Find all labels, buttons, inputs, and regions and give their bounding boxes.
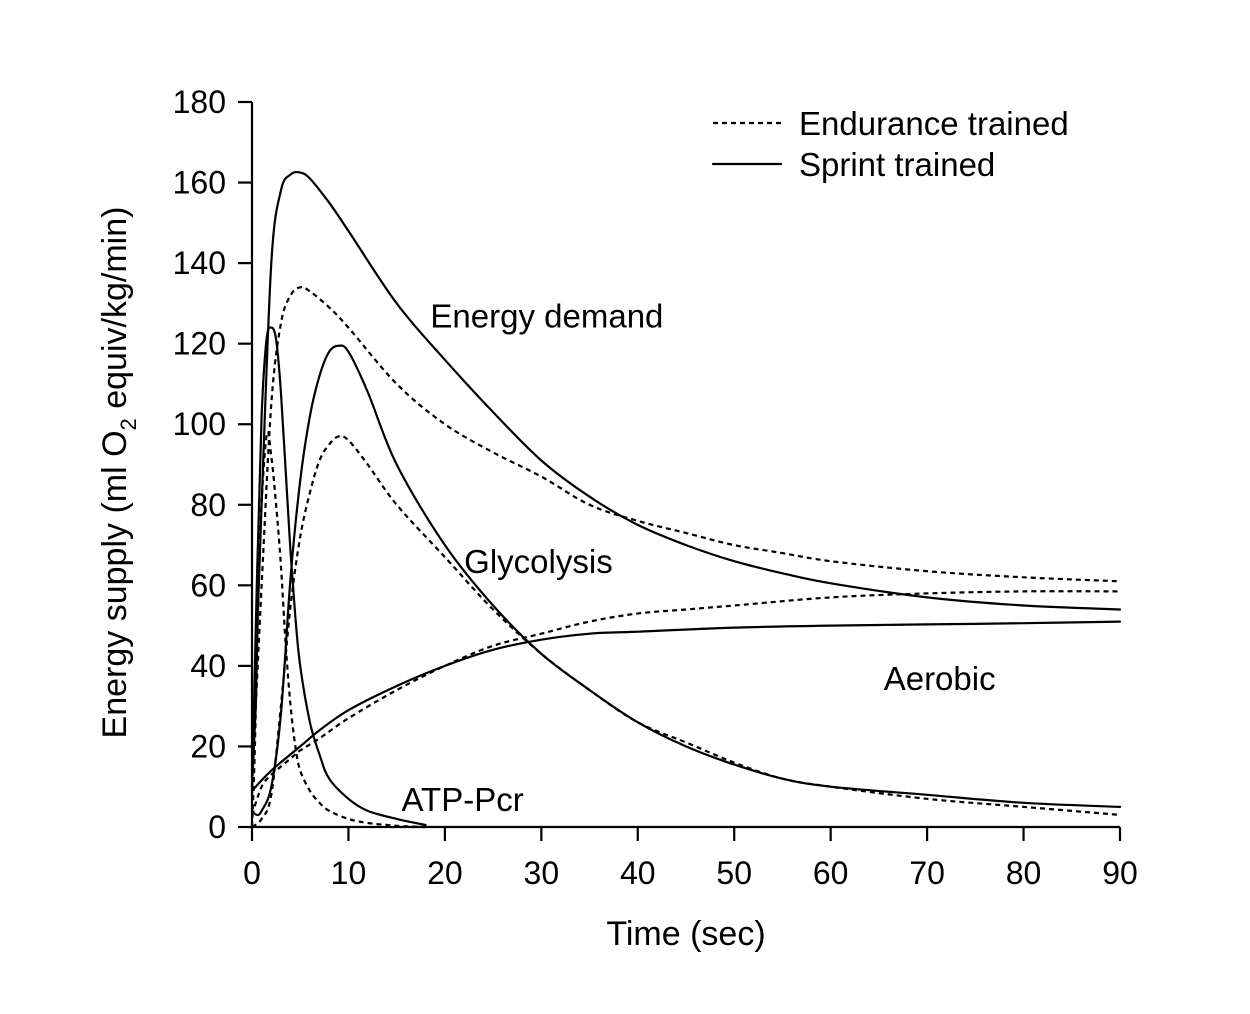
curves xyxy=(250,170,1122,829)
series-line-aerobic-sprint xyxy=(250,620,1122,792)
series-line-atp-pcr-endurance xyxy=(250,430,426,829)
annotation-aerobic: Aerobic xyxy=(884,660,996,697)
series-line-aerobic-endurance xyxy=(250,590,1121,816)
legend: Endurance trained Sprint trained xyxy=(711,105,1069,183)
y-axis-label-part2: equiv/kg/min) xyxy=(96,207,134,419)
legend-label-sprint: Sprint trained xyxy=(799,146,995,183)
x-tick-label: 60 xyxy=(813,855,849,891)
y-axis-label-part1: Energy supply (ml O xyxy=(96,430,134,738)
x-tick-label: 30 xyxy=(524,855,560,891)
series-line-glycolysis-endurance xyxy=(251,434,1121,828)
annotation-glycolysis: Glycolysis xyxy=(464,543,613,580)
y-ticks: 0 20 40 60 80 100 120 140 160 180 xyxy=(173,84,252,845)
x-tick-label: 70 xyxy=(909,855,945,891)
y-tick-label: 0 xyxy=(208,809,226,845)
y-tick-label: 100 xyxy=(173,406,226,442)
series-line-energy-demand-sprint xyxy=(250,170,1122,788)
x-tick-label: 80 xyxy=(1006,855,1042,891)
series-line-energy-demand-endurance xyxy=(250,286,1121,787)
x-axis-label: Time (sec) xyxy=(606,915,765,953)
legend-label-endurance: Endurance trained xyxy=(799,105,1069,142)
y-tick-label: 120 xyxy=(173,326,226,362)
y-tick-label: 40 xyxy=(190,648,226,684)
x-tick-label: 10 xyxy=(331,855,367,891)
y-axis-label-subscript: 2 xyxy=(116,418,141,430)
series-line-atp-pcr-sprint xyxy=(250,326,427,827)
y-axis-label: Energy supply (ml O2 equiv/kg/min) xyxy=(96,207,141,739)
y-tick-label: 160 xyxy=(173,165,226,201)
x-tick-label: 20 xyxy=(427,855,463,891)
x-tick-label: 40 xyxy=(620,855,656,891)
axes xyxy=(250,102,1120,829)
y-tick-label: 140 xyxy=(173,245,226,281)
annotation-energy-demand: Energy demand xyxy=(430,297,663,334)
annotation-atp-pcr: ATP-Pcr xyxy=(401,781,523,818)
y-tick-label: 80 xyxy=(190,487,226,523)
series-line-glycolysis-sprint xyxy=(250,344,1122,817)
annotations: Energy demand Glycolysis Aerobic ATP-Pcr xyxy=(401,297,995,817)
x-ticks: 0 10 20 30 40 50 60 70 80 90 xyxy=(243,827,1138,891)
x-tick-label: 50 xyxy=(716,855,752,891)
x-tick-label: 90 xyxy=(1102,855,1138,891)
y-tick-label: 180 xyxy=(173,84,226,120)
y-tick-label: 60 xyxy=(190,567,226,603)
x-tick-label: 0 xyxy=(243,855,261,891)
y-tick-label: 20 xyxy=(190,728,226,764)
